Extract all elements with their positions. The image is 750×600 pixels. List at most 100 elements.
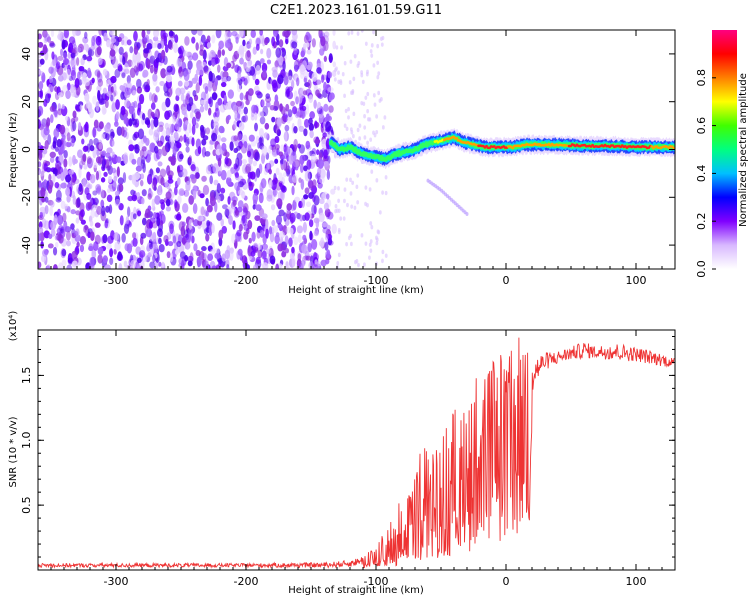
noise-speckle <box>52 140 57 149</box>
noise-speckle <box>309 130 314 139</box>
noise-speckle <box>123 154 128 165</box>
y-tick-label: 20 <box>20 95 33 109</box>
noise-speckle <box>234 209 239 216</box>
noise-speckle <box>38 232 42 242</box>
noise-speckle <box>167 241 174 247</box>
noise-speckle <box>307 242 312 253</box>
noise-speckle <box>364 185 368 190</box>
noise-speckle <box>139 179 144 187</box>
noise-speckle <box>347 115 350 120</box>
noise-speckle <box>336 260 340 266</box>
noise-speckle <box>272 225 279 233</box>
noise-speckle <box>197 30 203 36</box>
noise-speckle <box>121 233 126 243</box>
noise-speckle <box>186 103 192 112</box>
noise-speckle <box>146 30 151 35</box>
noise-speckle <box>178 68 184 77</box>
noise-speckle <box>173 186 178 196</box>
noise-speckle <box>173 104 179 113</box>
noise-speckle <box>282 172 287 178</box>
noise-speckle <box>251 104 257 114</box>
noise-speckle <box>301 255 306 267</box>
noise-speckle <box>81 138 85 145</box>
noise-speckle <box>103 171 108 177</box>
noise-speckle <box>49 156 55 163</box>
noise-speckle <box>321 74 325 83</box>
noise-speckle <box>227 196 231 205</box>
noise-speckle <box>279 231 285 239</box>
noise-speckle <box>39 70 44 77</box>
noise-speckle <box>381 125 385 130</box>
noise-speckle <box>245 163 252 173</box>
noise-speckle <box>133 45 139 55</box>
noise-speckle <box>52 246 58 256</box>
noise-speckle <box>38 108 41 118</box>
noise-speckle <box>38 33 42 40</box>
noise-speckle <box>315 173 321 180</box>
noise-speckle <box>255 64 261 75</box>
colorbar-tick-label: 0.0 <box>695 260 708 278</box>
x-tick-label: 0 <box>503 274 510 287</box>
noise-speckle <box>314 120 318 129</box>
noise-speckle <box>263 132 269 139</box>
noise-speckle <box>50 77 57 87</box>
noise-speckle <box>136 264 140 269</box>
noise-speckle <box>66 132 71 142</box>
noise-speckle <box>204 86 209 94</box>
noise-speckle <box>224 151 230 158</box>
noise-speckle <box>302 221 307 233</box>
noise-speckle <box>225 39 232 49</box>
noise-speckle <box>322 161 330 167</box>
noise-speckle <box>41 72 46 83</box>
noise-speckle <box>356 31 360 36</box>
noise-speckle <box>136 257 142 264</box>
noise-speckle <box>366 108 370 114</box>
noise-speckle <box>246 43 252 49</box>
noise-speckle <box>169 135 175 143</box>
noise-speckle <box>290 100 295 107</box>
noise-speckle <box>343 187 347 192</box>
noise-speckle <box>71 177 76 186</box>
noise-speckle <box>351 133 355 139</box>
noise-speckle <box>233 110 238 119</box>
noise-speckle <box>158 261 162 267</box>
noise-speckle <box>110 37 117 44</box>
noise-speckle <box>91 35 96 47</box>
noise-speckle <box>94 47 102 58</box>
noise-speckle <box>281 176 286 185</box>
noise-speckle <box>158 148 163 157</box>
noise-speckle <box>159 199 165 205</box>
noise-speckle <box>150 247 154 255</box>
noise-speckle <box>306 159 312 170</box>
noise-speckle <box>306 42 310 48</box>
noise-speckle <box>38 105 44 117</box>
noise-speckle <box>95 156 102 164</box>
noise-speckle <box>221 225 227 234</box>
noise-speckle <box>118 183 124 193</box>
noise-speckle <box>106 39 111 48</box>
noise-speckle <box>151 179 157 191</box>
noise-speckle <box>109 248 114 258</box>
noise-speckle <box>241 214 246 224</box>
noise-speckle <box>75 217 80 224</box>
noise-speckle <box>70 86 77 98</box>
noise-speckle <box>372 130 375 135</box>
noise-speckle <box>117 177 124 185</box>
noise-speckle <box>87 67 92 79</box>
noise-speckle <box>102 255 108 264</box>
noise-speckle <box>239 92 244 101</box>
noise-speckle <box>298 125 305 132</box>
noise-speckle <box>49 82 54 93</box>
noise-speckle <box>381 35 385 41</box>
noise-speckle <box>118 46 124 56</box>
noise-speckle <box>363 135 367 140</box>
noise-speckle <box>38 81 44 90</box>
noise-speckle <box>113 175 118 182</box>
x-tick-label: 100 <box>626 575 647 588</box>
noise-speckle <box>311 38 316 48</box>
noise-speckle <box>366 117 370 122</box>
noise-speckle <box>352 111 356 117</box>
noise-speckle <box>328 105 334 113</box>
noise-speckle <box>157 185 162 193</box>
noise-speckle <box>314 259 318 265</box>
